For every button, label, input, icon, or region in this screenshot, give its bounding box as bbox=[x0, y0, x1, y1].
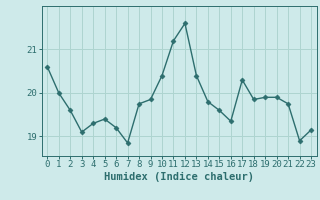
X-axis label: Humidex (Indice chaleur): Humidex (Indice chaleur) bbox=[104, 172, 254, 182]
